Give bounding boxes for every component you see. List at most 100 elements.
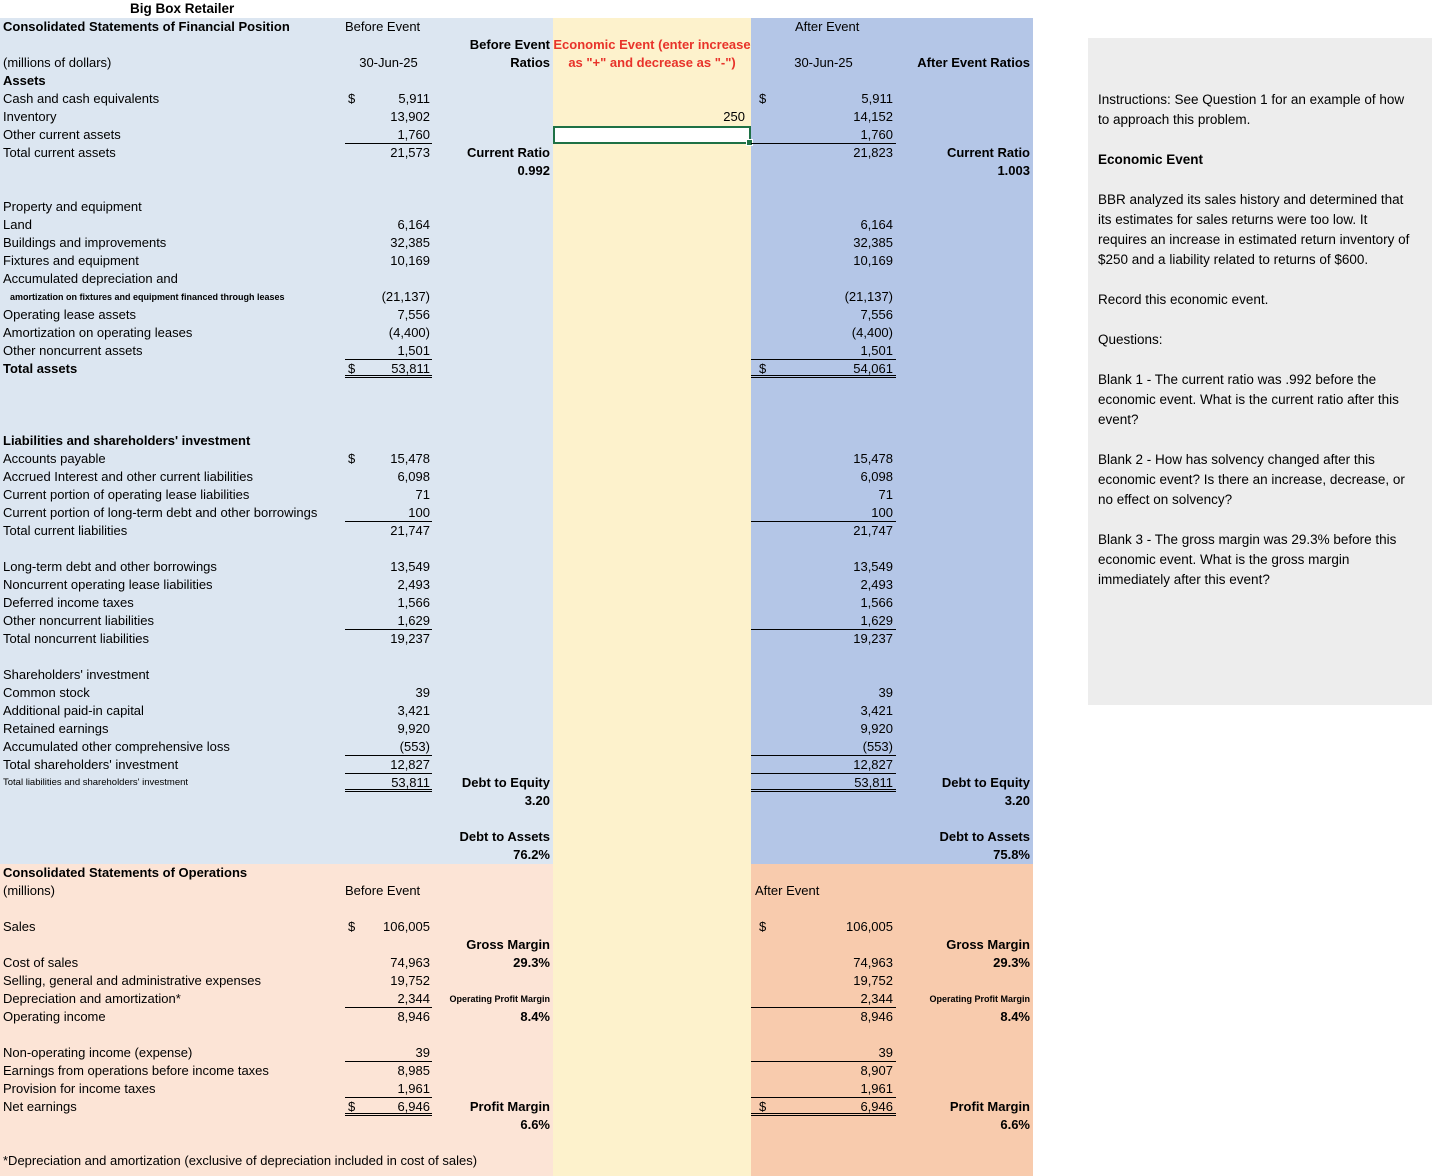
total-assets-before-cell[interactable]: $53,811 — [345, 360, 432, 378]
fixtures-after-cell[interactable]: 10,169 — [853, 253, 893, 268]
debt-to-equity-before-value[interactable]: 3.20 — [524, 793, 550, 808]
op-lease-assets-after-cell[interactable]: 7,556 — [860, 307, 893, 322]
acc-dep-before-cell[interactable]: (21,137) — [381, 289, 430, 304]
aoci-before-cell[interactable]: (553) — [345, 738, 432, 756]
ap-before-cell[interactable]: $15,478 — [345, 450, 432, 468]
acc-dep-label-line2[interactable]: amortization on fixtures and equipment f… — [10, 292, 285, 302]
tax-before-cell[interactable]: 1,961 — [345, 1080, 432, 1098]
common-stock-after-cell[interactable]: 39 — [878, 685, 893, 700]
total-sh-before-cell[interactable]: 12,827 — [345, 756, 432, 774]
before-event-column-header[interactable]: Before Event — [345, 19, 421, 34]
acc-dep-label-line1[interactable]: Accumulated depreciation and — [3, 271, 178, 286]
other-ca-before-cell[interactable]: 1,760 — [345, 126, 432, 144]
total-cl-before-cell[interactable]: 21,747 — [390, 523, 430, 538]
deferred-tax-label[interactable]: Deferred income taxes — [3, 595, 134, 610]
sga-before-cell[interactable]: 19,752 — [390, 973, 430, 988]
buildings-label[interactable]: Buildings and improvements — [3, 235, 167, 250]
buildings-after-cell[interactable]: 32,385 — [853, 235, 893, 250]
ltd-after-cell[interactable]: 13,549 — [853, 559, 893, 574]
total-cl-label[interactable]: Total current liabilities — [3, 523, 128, 538]
op-income-after-cell[interactable]: 8,946 — [860, 1009, 893, 1024]
pe-header[interactable]: Property and equipment — [3, 199, 142, 214]
non-op-label[interactable]: Non-operating income (expense) — [3, 1045, 193, 1060]
cos-before-cell[interactable]: 74,963 — [390, 955, 430, 970]
deferred-tax-after-cell[interactable]: 1,566 — [860, 595, 893, 610]
total-ca-label[interactable]: Total current assets — [3, 145, 116, 160]
retained-after-cell[interactable]: 9,920 — [860, 721, 893, 736]
apic-before-cell[interactable]: 3,421 — [397, 703, 430, 718]
op-lease-assets-before-cell[interactable]: 7,556 — [397, 307, 430, 322]
bs-title-cell[interactable]: Consolidated Statements of Financial Pos… — [3, 19, 290, 34]
cp-op-lease-before-cell[interactable]: 71 — [415, 487, 430, 502]
current-ratio-label-after[interactable]: Current Ratio — [946, 145, 1030, 160]
land-after-cell[interactable]: 6,164 — [860, 217, 893, 232]
ebt-label[interactable]: Earnings from operations before income t… — [3, 1063, 269, 1078]
fixtures-before-cell[interactable]: 10,169 — [390, 253, 430, 268]
non-op-after-cell[interactable]: 39 — [751, 1044, 896, 1062]
op-income-label[interactable]: Operating income — [3, 1009, 106, 1024]
total-sh-after-cell[interactable]: 12,827 — [751, 756, 896, 774]
sga-after-cell[interactable]: 19,752 — [853, 973, 893, 988]
other-ncl-before-cell[interactable]: 1,629 — [345, 612, 432, 630]
apic-label[interactable]: Additional paid-in capital — [3, 703, 144, 718]
current-ratio-before-value[interactable]: 0.992 — [517, 163, 550, 178]
other-ca-label[interactable]: Other current assets — [3, 127, 121, 142]
debt-to-equity-after-value[interactable]: 3.20 — [1004, 793, 1030, 808]
before-ratios-header-line2[interactable]: Ratios — [510, 55, 550, 70]
inventory-before-cell[interactable]: 13,902 — [390, 109, 430, 124]
before-date-cell[interactable]: 30-Jun-25 — [359, 55, 418, 70]
ops-title[interactable]: Consolidated Statements of Operations — [3, 865, 248, 880]
other-nca-after-cell[interactable]: 1,501 — [751, 342, 896, 360]
profit-margin-label-after[interactable]: Profit Margin — [949, 1099, 1030, 1114]
inventory-label[interactable]: Inventory — [3, 109, 57, 124]
inventory-event-cell[interactable]: 250 — [723, 109, 745, 124]
buildings-before-cell[interactable]: 32,385 — [390, 235, 430, 250]
after-date-cell[interactable]: 30-Jun-25 — [794, 55, 853, 70]
economic-event-header-line1[interactable]: Economic Event (enter increase — [553, 37, 751, 52]
ap-label[interactable]: Accounts payable — [3, 451, 106, 466]
common-stock-label[interactable]: Common stock — [3, 685, 90, 700]
cp-ltd-after-cell[interactable]: 100 — [751, 504, 896, 522]
debt-to-assets-label-before[interactable]: Debt to Assets — [459, 829, 550, 844]
accrued-after-cell[interactable]: 6,098 — [860, 469, 893, 484]
profit-margin-before-value[interactable]: 6.6% — [520, 1117, 550, 1132]
ops-before-event-header[interactable]: Before Event — [345, 883, 421, 898]
cash-label[interactable]: Cash and cash equivalents — [3, 91, 160, 106]
ltd-before-cell[interactable]: 13,549 — [390, 559, 430, 574]
total-ca-after-cell[interactable]: 21,823 — [853, 145, 893, 160]
ops-after-event-header[interactable]: After Event — [755, 883, 820, 898]
net-after-cell[interactable]: $6,946 — [751, 1098, 896, 1116]
inventory-after-cell[interactable]: 14,152 — [853, 109, 893, 124]
other-nca-before-cell[interactable]: 1,501 — [345, 342, 432, 360]
retained-before-cell[interactable]: 9,920 — [397, 721, 430, 736]
op-margin-before-value[interactable]: 8.4% — [520, 1009, 550, 1024]
amort-op-leases-label[interactable]: Amortization on operating leases — [3, 325, 193, 340]
cp-op-lease-after-cell[interactable]: 71 — [878, 487, 893, 502]
sales-label[interactable]: Sales — [3, 919, 36, 934]
total-ncl-after-cell[interactable]: 19,237 — [853, 631, 893, 646]
net-before-cell[interactable]: $6,946 — [345, 1098, 432, 1116]
total-assets-label[interactable]: Total assets — [3, 361, 78, 376]
after-ratios-header[interactable]: After Event Ratios — [917, 55, 1030, 70]
total-liab-sh-before-cell[interactable]: 53,811 — [345, 774, 432, 792]
total-ncl-before-cell[interactable]: 19,237 — [390, 631, 430, 646]
debt-to-assets-after-value[interactable]: 75.8% — [993, 847, 1030, 862]
cp-ltd-before-cell[interactable]: 100 — [345, 504, 432, 522]
liabilities-header[interactable]: Liabilities and shareholders' investment — [3, 433, 251, 448]
cos-after-cell[interactable]: 74,963 — [853, 955, 893, 970]
land-label[interactable]: Land — [3, 217, 32, 232]
nc-op-lease-label[interactable]: Noncurrent operating lease liabilities — [3, 577, 213, 592]
debt-to-assets-before-value[interactable]: 76.2% — [513, 847, 550, 862]
non-op-before-cell[interactable]: 39 — [345, 1044, 432, 1062]
net-label[interactable]: Net earnings — [3, 1099, 77, 1114]
tax-after-cell[interactable]: 1,961 — [751, 1080, 896, 1098]
op-lease-assets-label[interactable]: Operating lease assets — [3, 307, 136, 322]
debt-to-assets-label-after[interactable]: Debt to Assets — [939, 829, 1030, 844]
selected-event-cell[interactable] — [553, 126, 753, 146]
gross-margin-before-value[interactable]: 29.3% — [513, 955, 550, 970]
tax-label[interactable]: Provision for income taxes — [3, 1081, 156, 1096]
ebt-after-cell[interactable]: 8,907 — [860, 1063, 893, 1078]
nc-op-lease-before-cell[interactable]: 2,493 — [397, 577, 430, 592]
cp-op-lease-label[interactable]: Current portion of operating lease liabi… — [3, 487, 250, 502]
ebt-before-cell[interactable]: 8,985 — [397, 1063, 430, 1078]
